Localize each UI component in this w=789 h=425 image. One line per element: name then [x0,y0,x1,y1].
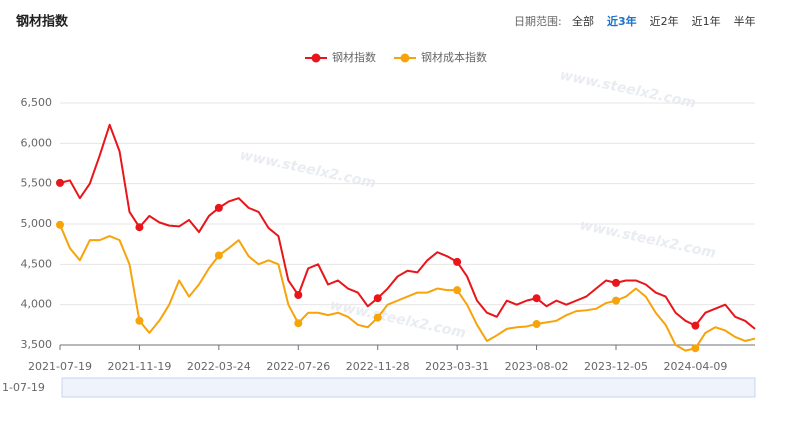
x-tick-label: 2023-03-31 [425,360,489,373]
data-point [294,290,303,299]
date-range-option[interactable]: 近3年 [607,14,637,28]
series-line [59,123,756,330]
date-range-option[interactable]: 半年 [734,14,756,28]
data-point [453,257,462,266]
series-line [59,224,756,352]
x-tick-label: 2024-04-09 [663,360,727,373]
x-tick-label: 2021-07-19 [28,360,92,373]
x-tick-label: 2022-03-24 [187,360,251,373]
data-point [56,178,64,187]
legend-label[interactable]: 钢材指数 [332,50,376,64]
date-range-option[interactable]: 近1年 [692,14,721,28]
x-tick-label: 2022-11-28 [346,360,410,373]
y-tick-label: 6,500 [21,96,53,109]
y-tick-label: 4,500 [21,257,53,270]
data-point [532,320,541,329]
date-range-option[interactable]: 全部 [572,14,594,28]
y-tick-label: 5,500 [21,177,53,190]
data-point [294,319,303,328]
data-point [691,321,700,330]
legend-label[interactable]: 钢材成本指数 [421,50,487,64]
y-tick-label: 5,000 [21,217,53,230]
x-tick-label: 2023-08-02 [505,360,569,373]
watermark: www.steelx2.com [238,147,377,191]
x-tick-label: 2021-11-19 [107,360,171,373]
data-point [532,294,541,303]
x-tick-label: 2022-07-26 [266,360,330,373]
legend-marker [311,53,321,63]
data-point [691,344,700,353]
data-point [612,278,620,287]
data-point [612,296,620,305]
watermark: www.steelx2.com [558,67,697,111]
watermark: www.steelx2.com [328,297,467,341]
zoom-slider-label: 1-07-19 [2,381,45,394]
y-tick-label: 3,500 [21,338,53,351]
data-point [56,220,64,229]
zoom-slider[interactable] [61,377,756,398]
y-tick-label: 4,000 [21,298,53,311]
data-point [373,313,382,322]
date-range-label: 日期范围: [514,14,562,28]
legend-marker [400,53,410,63]
data-point [214,251,223,260]
chart-title: 钢材指数 [16,14,69,30]
data-point [373,294,382,303]
data-point [135,223,144,232]
x-tick-label: 2023-12-05 [584,360,648,373]
date-range-option[interactable]: 近2年 [650,14,679,28]
y-tick-label: 6,000 [21,136,53,149]
data-point [135,316,144,325]
data-point [214,203,223,212]
data-point [453,286,462,295]
